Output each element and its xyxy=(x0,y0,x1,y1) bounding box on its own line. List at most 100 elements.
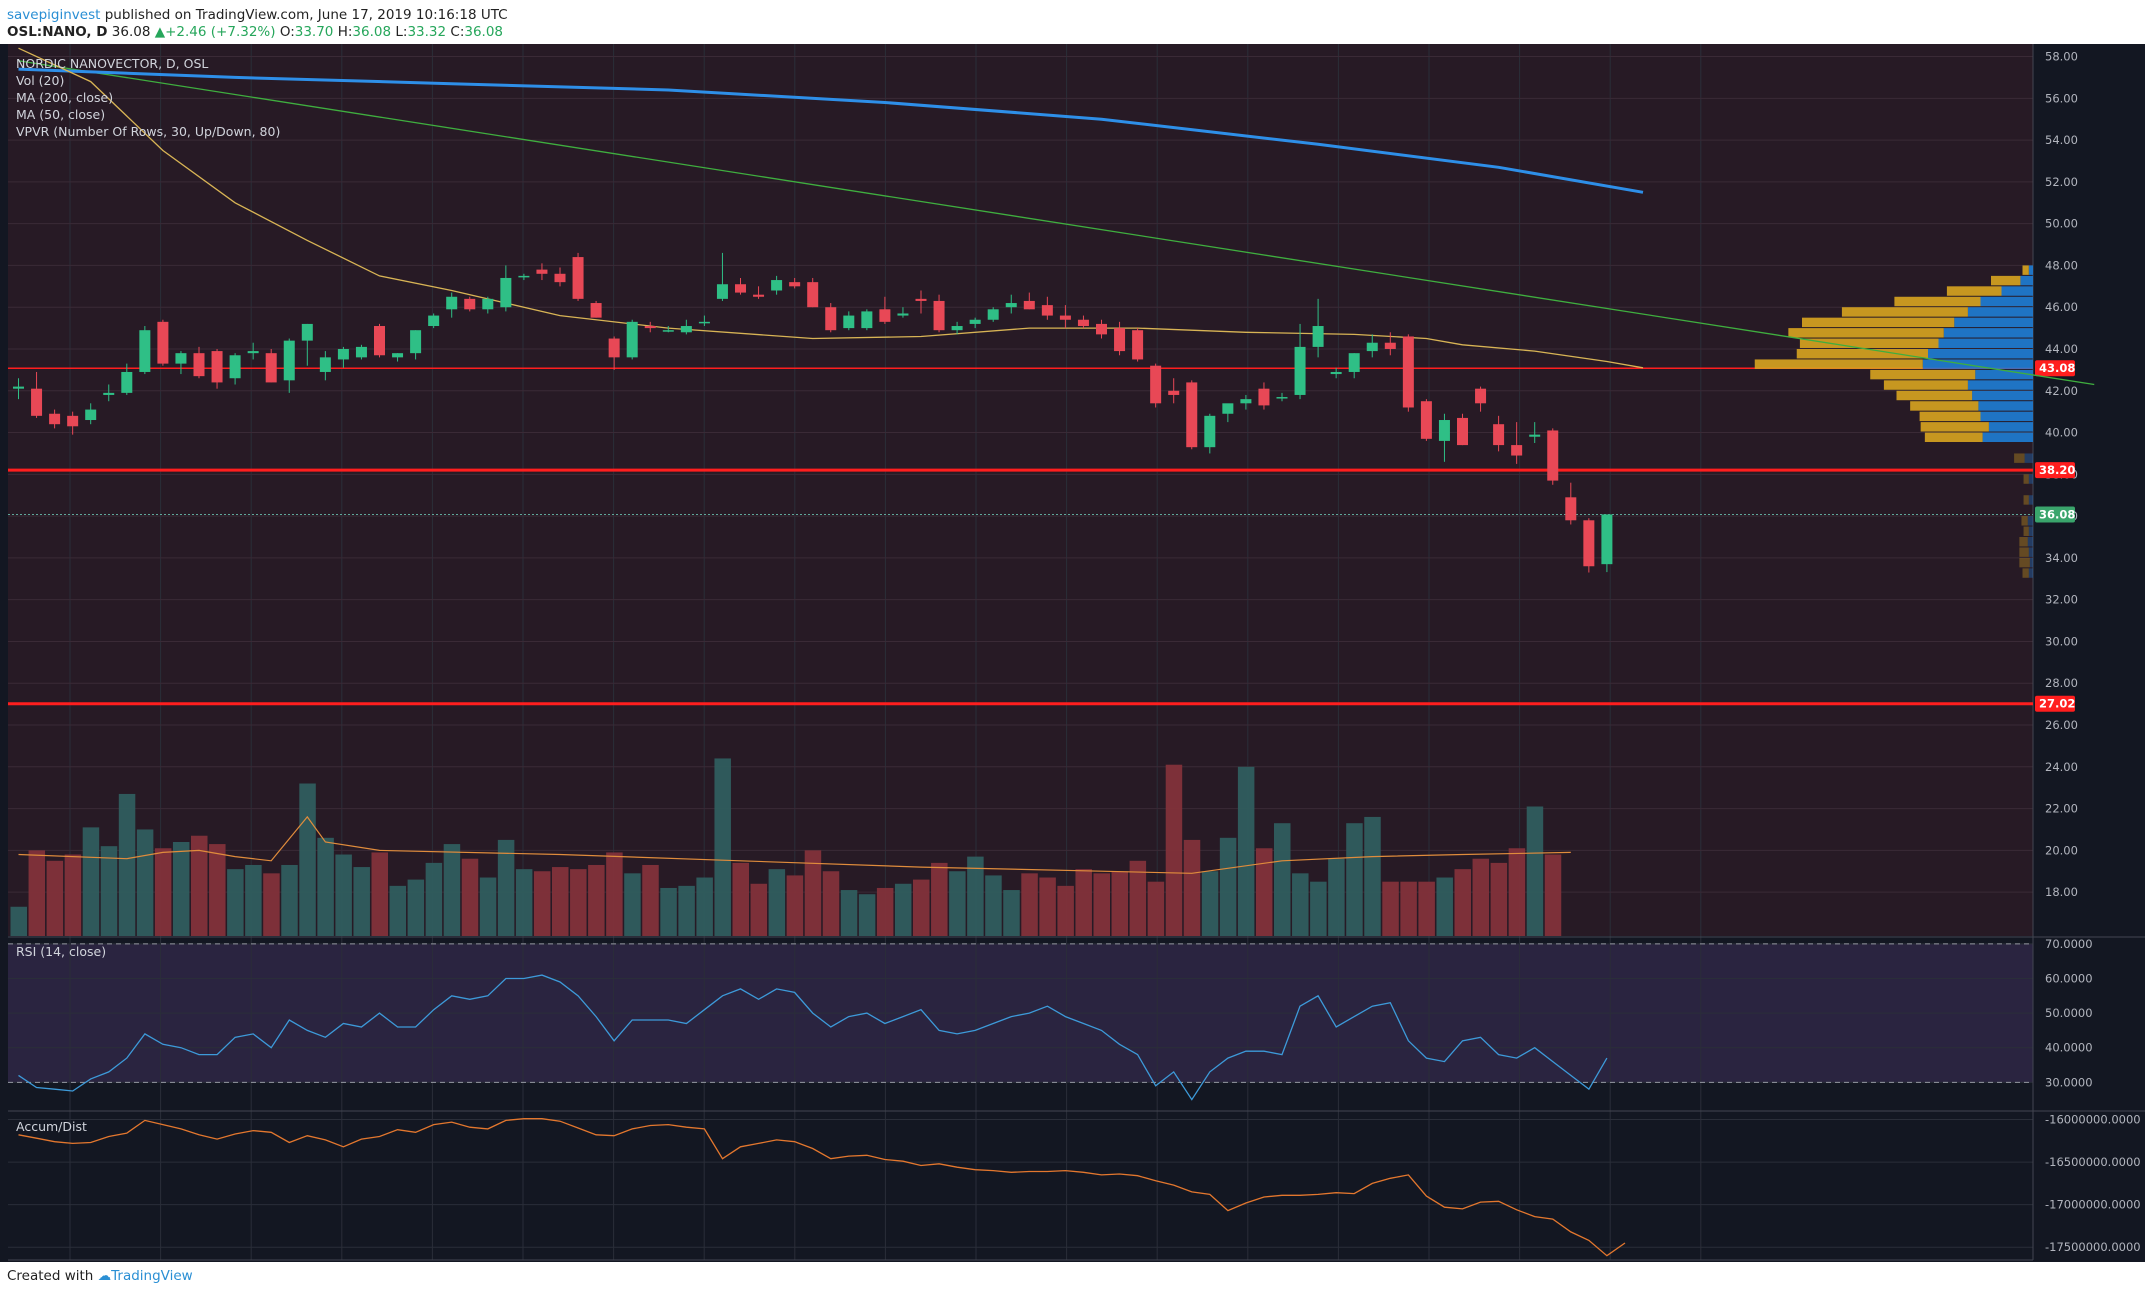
volume-bar xyxy=(100,846,118,936)
y-tick-label: 18.00 xyxy=(2045,885,2078,899)
created-with-label: Created with xyxy=(7,1268,94,1284)
candle-body xyxy=(85,409,97,421)
legend-accum-dist[interactable]: Accum/Dist xyxy=(16,1119,87,1134)
volume-bar xyxy=(317,837,334,936)
candle-body xyxy=(1041,305,1053,316)
vpvr-up-bar xyxy=(2023,495,2029,505)
candle-body xyxy=(536,269,548,274)
candle-body xyxy=(1258,388,1270,406)
low-value: 33.32 xyxy=(407,24,447,40)
rsi-tick-label: 40.0000 xyxy=(2045,1041,2093,1055)
candle-body xyxy=(319,357,331,372)
candle-body xyxy=(428,315,440,327)
volume-bar xyxy=(967,856,984,936)
y-tick-label: 56.00 xyxy=(2045,91,2078,105)
ma50-line xyxy=(18,47,1644,369)
chart-area[interactable]: 58.00 56.00 54.00 52.00 50.00 48.00 46.00 44.00… xyxy=(0,44,2145,1282)
volume-bar xyxy=(443,844,461,936)
volume-bar xyxy=(642,864,659,936)
vpvr-down-bar xyxy=(2028,495,2033,505)
volume-bar xyxy=(281,864,298,936)
legend-volume[interactable]: Vol (20) xyxy=(16,73,65,88)
tradingview-link[interactable]: TradingView xyxy=(111,1268,193,1284)
volume-bar xyxy=(985,875,1002,936)
y-tick-label: 58.00 xyxy=(2045,50,2078,64)
price-level-tag xyxy=(2035,462,2075,479)
vpvr-down-bar xyxy=(1922,359,2033,369)
ad-tick-label: -17500000.0000 xyxy=(2045,1240,2141,1254)
volume-bar xyxy=(1165,764,1183,936)
candle-body xyxy=(410,330,422,354)
candle-body xyxy=(1529,434,1541,437)
rsi-tick-label: 70.0000 xyxy=(2045,937,2093,951)
legend-ma50[interactable]: MA (50, close) xyxy=(16,107,106,122)
vpvr-down-bar xyxy=(2028,474,2033,484)
candle-body xyxy=(1312,326,1324,347)
candle-body xyxy=(662,330,674,332)
volume-bar xyxy=(1237,766,1255,936)
legend-vpvr[interactable]: VPVR (Number Of Rows, 30, Up/Down, 80) xyxy=(16,124,281,139)
legend-symbol[interactable]: NORDIC NANOVECTOR, D, OSL xyxy=(16,56,209,71)
vpvr-up-bar xyxy=(2023,526,2029,537)
volume-bar xyxy=(1310,881,1327,936)
candle-body xyxy=(554,273,566,283)
candle-body xyxy=(1005,303,1017,308)
volume-bar xyxy=(1219,837,1237,936)
candle-body xyxy=(1402,336,1414,408)
candle-body xyxy=(1457,417,1468,446)
author-link[interactable]: savepiginvest xyxy=(7,7,101,23)
candle-body xyxy=(355,346,367,358)
symbol-name: OSL:NANO, D xyxy=(7,24,108,40)
candle-body xyxy=(680,326,692,333)
volume-bar xyxy=(1328,858,1345,936)
vpvr-up-bar xyxy=(2019,557,2030,568)
vpvr-down-bar xyxy=(2027,537,2033,547)
vpvr-up-bar xyxy=(1870,369,1976,380)
volume-bar xyxy=(136,829,154,936)
volume-bar xyxy=(1490,862,1508,936)
volume-bar xyxy=(533,871,551,936)
candle-body xyxy=(139,330,151,372)
candle-body xyxy=(933,300,945,331)
rsi-line xyxy=(18,974,1608,1101)
candle-body xyxy=(590,303,602,318)
volume-ma-line xyxy=(18,815,1571,874)
volume-bar xyxy=(678,885,695,936)
volume-bar xyxy=(497,839,515,936)
candle-body xyxy=(175,353,187,364)
volume-bar xyxy=(479,877,497,936)
close-label: C: xyxy=(450,24,465,40)
open-label: O: xyxy=(279,24,295,40)
candle-body xyxy=(247,351,259,354)
high-value: 36.08 xyxy=(352,24,392,40)
legend-ma200[interactable]: MA (200, close) xyxy=(16,90,114,105)
vpvr-down-bar xyxy=(1972,390,2033,401)
price-chart[interactable]: 58.00 56.00 54.00 52.00 50.00 48.00 46.00 44.00… xyxy=(0,44,2145,1282)
header: savepiginvest published on TradingView.c… xyxy=(0,0,2145,44)
candle-body xyxy=(1438,420,1450,441)
volume-bar xyxy=(1003,890,1020,936)
candle-body xyxy=(157,321,169,364)
candle-body xyxy=(1132,330,1144,360)
y-tick-label: 46.00 xyxy=(2045,300,2078,314)
symbol-info: OSL:NANO, D 36.08 ▲+2.46 (+7.32%) O:33.7… xyxy=(7,24,503,40)
candle-body xyxy=(121,371,133,393)
volume-bar xyxy=(1526,806,1544,936)
legend-rsi[interactable]: RSI (14, close) xyxy=(16,944,107,959)
volume-bar xyxy=(913,879,930,936)
ad-tick-label: -17000000.0000 xyxy=(2045,1198,2141,1212)
volume-bar xyxy=(1183,839,1201,936)
main-pane-bg xyxy=(8,44,2033,936)
candle-body xyxy=(807,282,819,308)
open-value: 33.70 xyxy=(294,24,334,40)
vpvr-down-bar xyxy=(2028,568,2033,578)
vpvr-down-bar xyxy=(2020,275,2033,286)
candle-body xyxy=(1276,397,1288,399)
volume-bar xyxy=(840,890,858,936)
candle-body xyxy=(49,413,61,425)
candle-body xyxy=(572,257,584,299)
volume-bar xyxy=(732,862,749,936)
volume-bar xyxy=(1201,871,1219,936)
vpvr-up-bar xyxy=(1894,296,1981,307)
vpvr-down-bar xyxy=(2028,265,2033,275)
